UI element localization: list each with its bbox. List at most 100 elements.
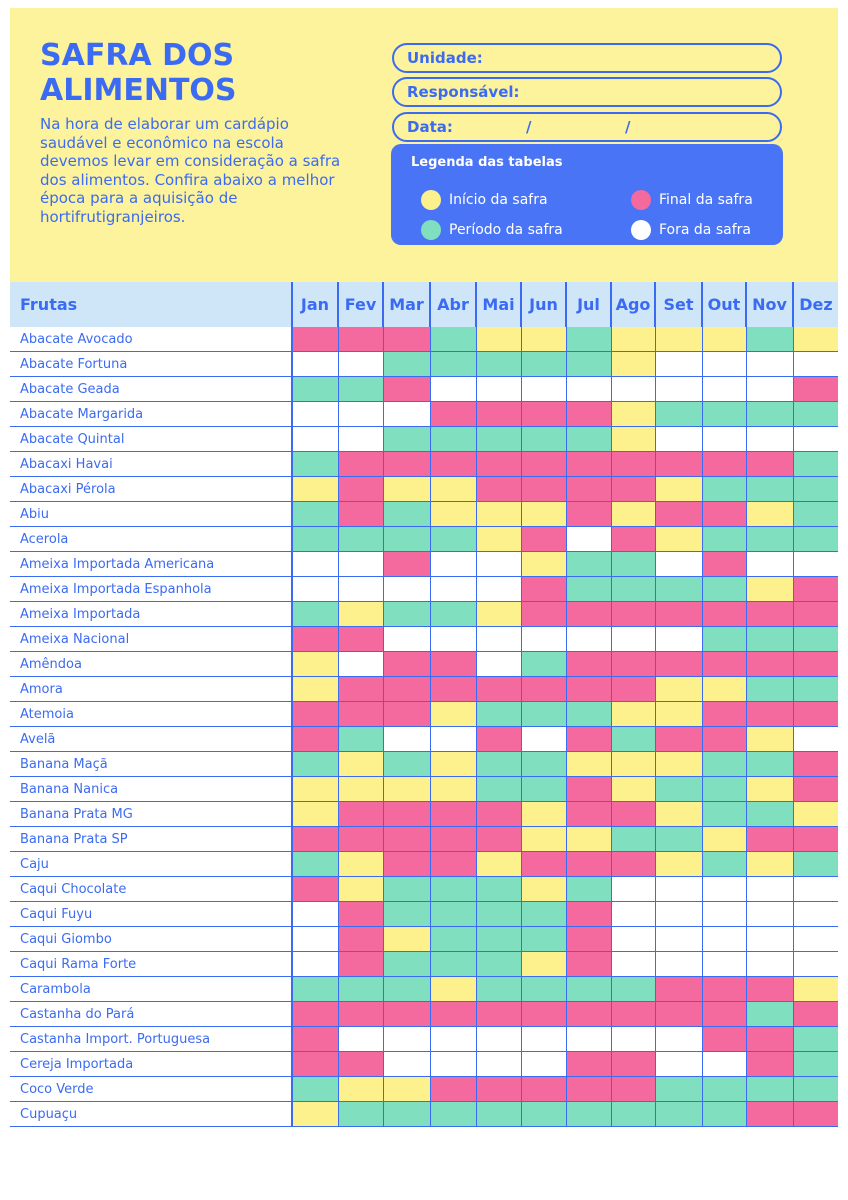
month-cell [520,1051,567,1077]
month-cell [291,976,339,1002]
month-cell [520,501,567,527]
month-cell [610,401,656,427]
final-dot-icon [631,190,651,210]
unidade-field[interactable]: Unidade: [392,43,782,73]
column-header-month: Dez [793,282,838,327]
month-cell [610,426,656,452]
month-cell [291,576,339,602]
month-cell [475,451,522,477]
table-row: Ameixa Importada [10,601,838,627]
month-cell [382,876,431,902]
month-cell [610,451,656,477]
month-cell [429,476,477,502]
month-cell [520,776,567,802]
month-cell [792,776,838,802]
month-cell [565,901,612,927]
month-cell [610,901,656,927]
month-cell [654,351,703,377]
month-cell [475,1026,522,1052]
month-cell [291,327,339,352]
month-cell [792,501,838,527]
month-cell [429,626,477,652]
month-cell [745,626,794,652]
month-cell [475,926,522,952]
month-cell [701,401,747,427]
month-cell [382,826,431,852]
month-cell [291,801,339,827]
month-cell [337,1001,384,1027]
month-cell [520,801,567,827]
month-cell [792,851,838,877]
month-cell [654,676,703,702]
month-cell [701,926,747,952]
month-cell [565,926,612,952]
month-cell [745,327,794,352]
month-cell [792,926,838,952]
month-cell [654,1101,703,1127]
month-cell [745,701,794,727]
month-cell [475,851,522,877]
month-cell [701,851,747,877]
month-cell [291,726,339,752]
month-cell [701,801,747,827]
month-cell [745,1101,794,1127]
month-cell [382,601,431,627]
month-cell [792,676,838,702]
month-cell [565,501,612,527]
month-cell [337,327,384,352]
month-cell [610,751,656,777]
table-row: Abacate Quintal [10,426,838,452]
month-cell [745,726,794,752]
legend-title: Legenda das tabelas [411,155,563,170]
legend-box: Legenda das tabelas Início da safra Fina… [391,144,783,245]
month-cell [520,951,567,977]
data-field[interactable]: Data: / / [392,112,782,142]
month-cell [745,926,794,952]
month-cell [520,976,567,1002]
month-cell [565,1001,612,1027]
month-cell [475,701,522,727]
fruit-name: Abacate Quintal [10,426,293,452]
month-cell [520,1101,567,1127]
month-cell [291,701,339,727]
month-cell [610,926,656,952]
month-cell [520,551,567,577]
month-cell [610,526,656,552]
month-cell [565,376,612,402]
month-cell [337,1076,384,1102]
column-header-month: Jun [521,282,567,327]
month-cell [520,376,567,402]
month-cell [382,626,431,652]
month-cell [520,701,567,727]
fruit-name: Castanha do Pará [10,1001,293,1027]
month-cell [291,776,339,802]
month-cell [701,576,747,602]
table-row: Avelã [10,726,838,752]
inicio-dot-icon [421,190,441,210]
month-cell [337,951,384,977]
month-cell [654,451,703,477]
month-cell [291,876,339,902]
month-cell [792,626,838,652]
month-cell [520,351,567,377]
month-cell [792,1026,838,1052]
responsavel-field[interactable]: Responsável: [392,77,782,107]
month-cell [792,576,838,602]
month-cell [745,676,794,702]
table-row: Abacaxi Havai [10,451,838,477]
month-cell [792,451,838,477]
month-cell [792,351,838,377]
month-cell [701,426,747,452]
fruit-name: Banana Prata MG [10,801,293,827]
month-cell [792,901,838,927]
fruit-name: Abacate Margarida [10,401,293,427]
month-cell [701,327,747,352]
month-cell [382,1076,431,1102]
month-cell [654,1026,703,1052]
month-cell [291,1026,339,1052]
month-cell [475,1001,522,1027]
month-cell [701,451,747,477]
fruit-name: Abacaxi Havai [10,451,293,477]
month-cell [745,1076,794,1102]
month-cell [291,1076,339,1102]
